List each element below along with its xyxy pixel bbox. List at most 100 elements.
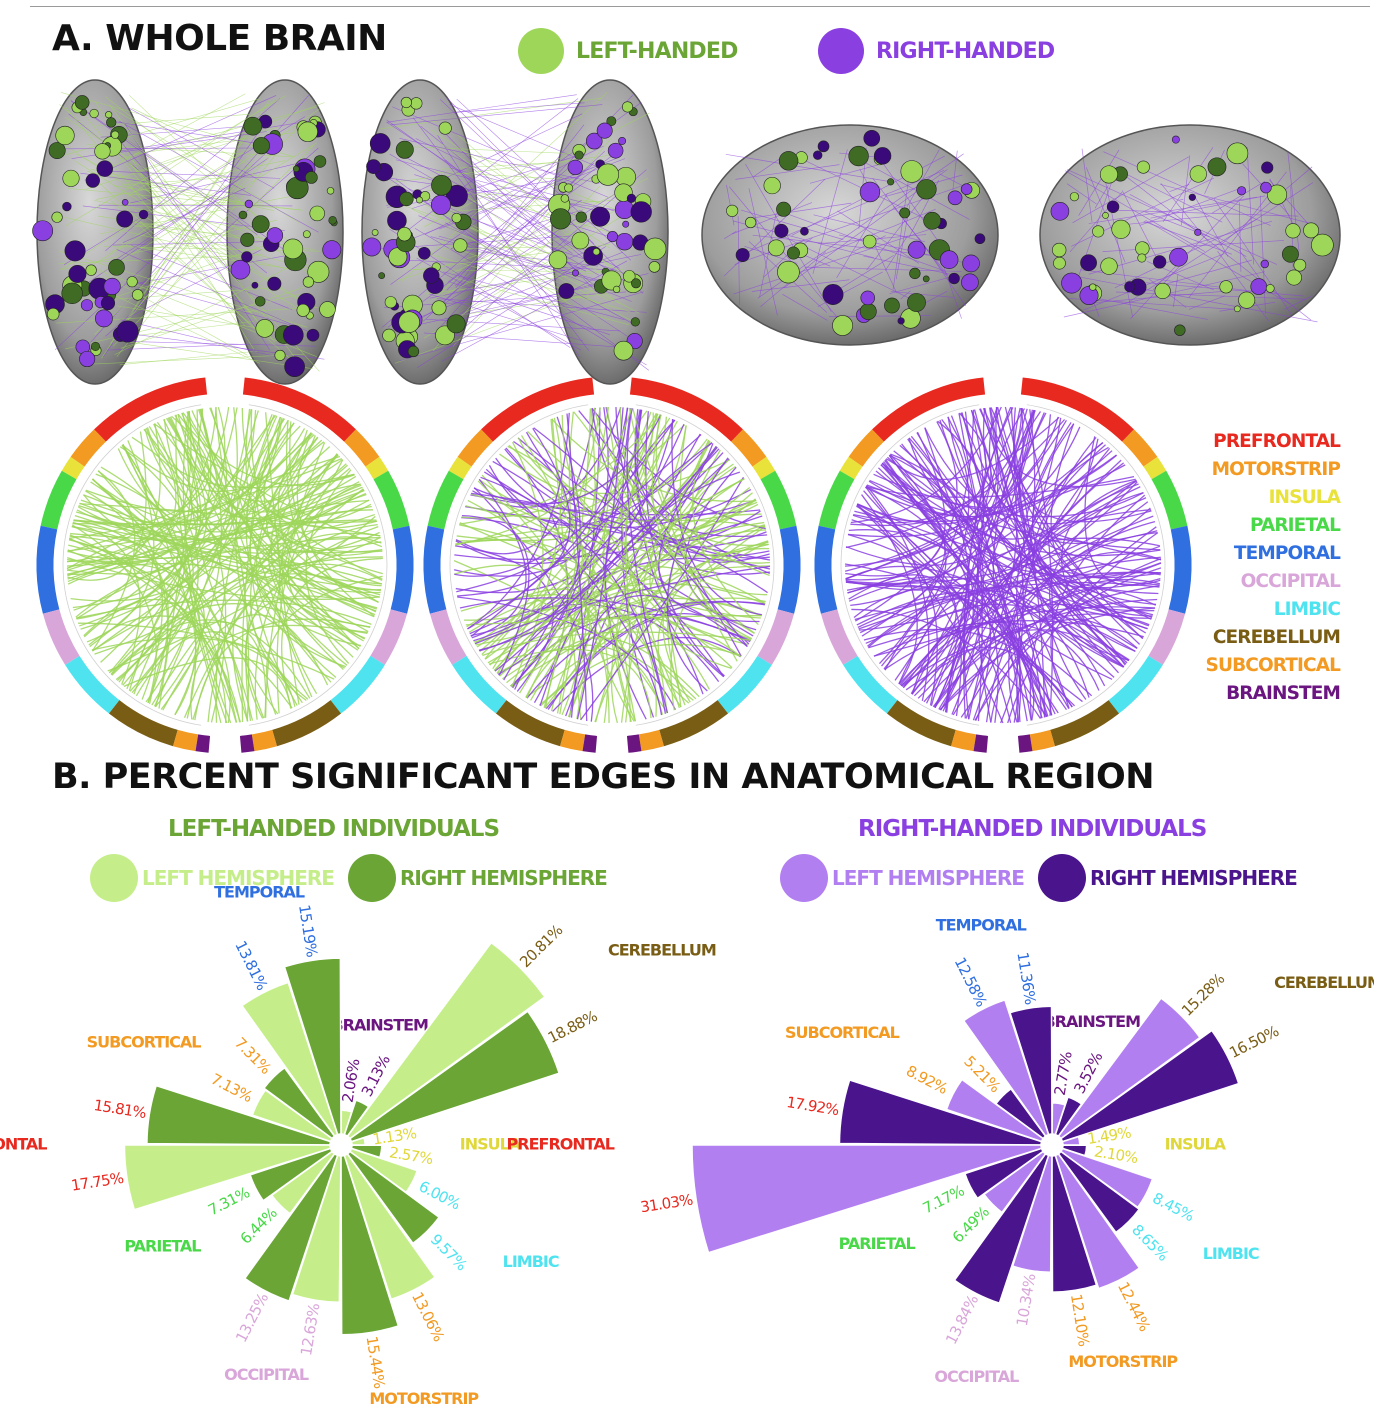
polar-value-label: 10.34% <box>1013 1272 1039 1327</box>
chord-link <box>851 608 1041 719</box>
chord-link <box>453 559 694 701</box>
brain-node <box>94 143 111 160</box>
chord-link <box>249 436 319 702</box>
chord-link <box>911 409 1035 695</box>
brain-node <box>302 230 311 239</box>
chord-region-arc <box>582 734 598 753</box>
brain-connection <box>1074 275 1318 323</box>
chord-region-arc <box>495 700 565 747</box>
brain-connection <box>126 279 300 328</box>
chord-link <box>156 421 339 502</box>
chord-region-arc <box>61 456 85 480</box>
chord-link <box>507 445 668 714</box>
brain-connection <box>112 145 314 347</box>
brain-node <box>111 130 120 139</box>
chord-link <box>68 539 237 723</box>
polar-value-label: 17.75% <box>70 1169 125 1195</box>
brain-node <box>962 254 980 273</box>
lh-left-hemisphere-label: LEFT HEMISPHERE <box>142 866 335 890</box>
brain-connection <box>447 152 616 283</box>
chord-region-arc <box>1151 470 1188 530</box>
chord-region-arc <box>843 655 898 714</box>
brain-node <box>1260 181 1272 194</box>
brain-connection <box>1173 273 1179 308</box>
brain-node <box>46 307 60 321</box>
chord-link <box>481 411 652 655</box>
chord-region-arc <box>251 729 277 752</box>
brain-node <box>131 289 144 301</box>
chord-link <box>559 413 657 715</box>
brain-node <box>302 276 315 288</box>
chord-link <box>108 418 286 674</box>
chord-link <box>245 532 381 722</box>
brain-connection <box>104 275 248 356</box>
chord-link <box>154 409 223 708</box>
brain-node <box>108 259 125 276</box>
chord-link <box>850 406 1002 524</box>
polar-region-label: CEREBELLUM <box>608 941 716 960</box>
brain-connection <box>101 99 270 359</box>
chord-region-arc <box>452 655 507 714</box>
chord-region-arc <box>423 525 447 614</box>
chord-link <box>624 417 742 657</box>
brain-node <box>241 251 253 263</box>
brain-node <box>596 122 613 139</box>
chord-region-arc <box>427 470 464 530</box>
polar-region-label: BRAINSTEM <box>1043 1012 1140 1031</box>
brain-connection <box>1169 184 1190 192</box>
brain-node <box>1089 283 1097 291</box>
brain-node <box>292 165 300 173</box>
brain-node <box>621 101 634 113</box>
right-handed-panel-title: RIGHT-HANDED INDIVIDUALS <box>858 816 1207 842</box>
chord-link <box>470 434 702 638</box>
polar-value-label: 16.50% <box>1226 1022 1281 1062</box>
brain-node <box>1234 305 1241 313</box>
chord-link <box>889 454 980 708</box>
chord-link <box>471 492 768 594</box>
chord-region-arc <box>94 377 208 442</box>
brain-node <box>1069 192 1079 202</box>
brain-connection <box>70 100 258 236</box>
brain-connection <box>107 120 259 144</box>
brain-node <box>254 296 266 307</box>
brain-connection <box>94 113 251 127</box>
chord-link <box>454 564 610 723</box>
polar-value-label: 20.81% <box>516 921 566 971</box>
brain-connection <box>848 153 970 220</box>
brain-connection <box>416 199 614 303</box>
chord-link <box>844 419 1067 567</box>
polar-region-label: MOTORSTRIP <box>369 1389 479 1408</box>
brain-connection <box>1102 240 1284 252</box>
brain-connection <box>134 210 300 310</box>
brain-connection <box>87 171 250 269</box>
brain-connection <box>105 343 247 351</box>
chord-link <box>632 408 738 662</box>
chord-link <box>988 406 1128 664</box>
brain-node <box>1238 291 1256 309</box>
brain-node <box>274 349 286 361</box>
chord-region-arc <box>629 377 743 442</box>
chord-region-arc <box>108 700 178 747</box>
brain-connection <box>399 138 600 184</box>
brain-node <box>416 196 423 204</box>
brain-connection <box>872 241 897 294</box>
chord-link <box>505 447 569 703</box>
brain-node <box>61 282 83 305</box>
brain-node <box>431 300 447 316</box>
chord-region-arc <box>560 729 586 752</box>
chord-region-arc <box>40 470 77 530</box>
brain-node <box>558 283 575 299</box>
region-legend-item: PARIETAL <box>1249 515 1341 536</box>
brain-connection <box>394 98 579 241</box>
brain-connection <box>1179 199 1184 201</box>
brain-node <box>1137 253 1147 263</box>
brain-node <box>615 232 634 251</box>
brain-connection <box>1217 251 1269 322</box>
brain-connection <box>443 271 625 320</box>
chord-link <box>1021 407 1054 716</box>
brain-connection <box>1211 180 1266 214</box>
brain-node <box>1281 245 1299 263</box>
chord-link <box>910 435 1032 721</box>
chord-link <box>480 476 667 714</box>
chord-link <box>210 407 313 698</box>
